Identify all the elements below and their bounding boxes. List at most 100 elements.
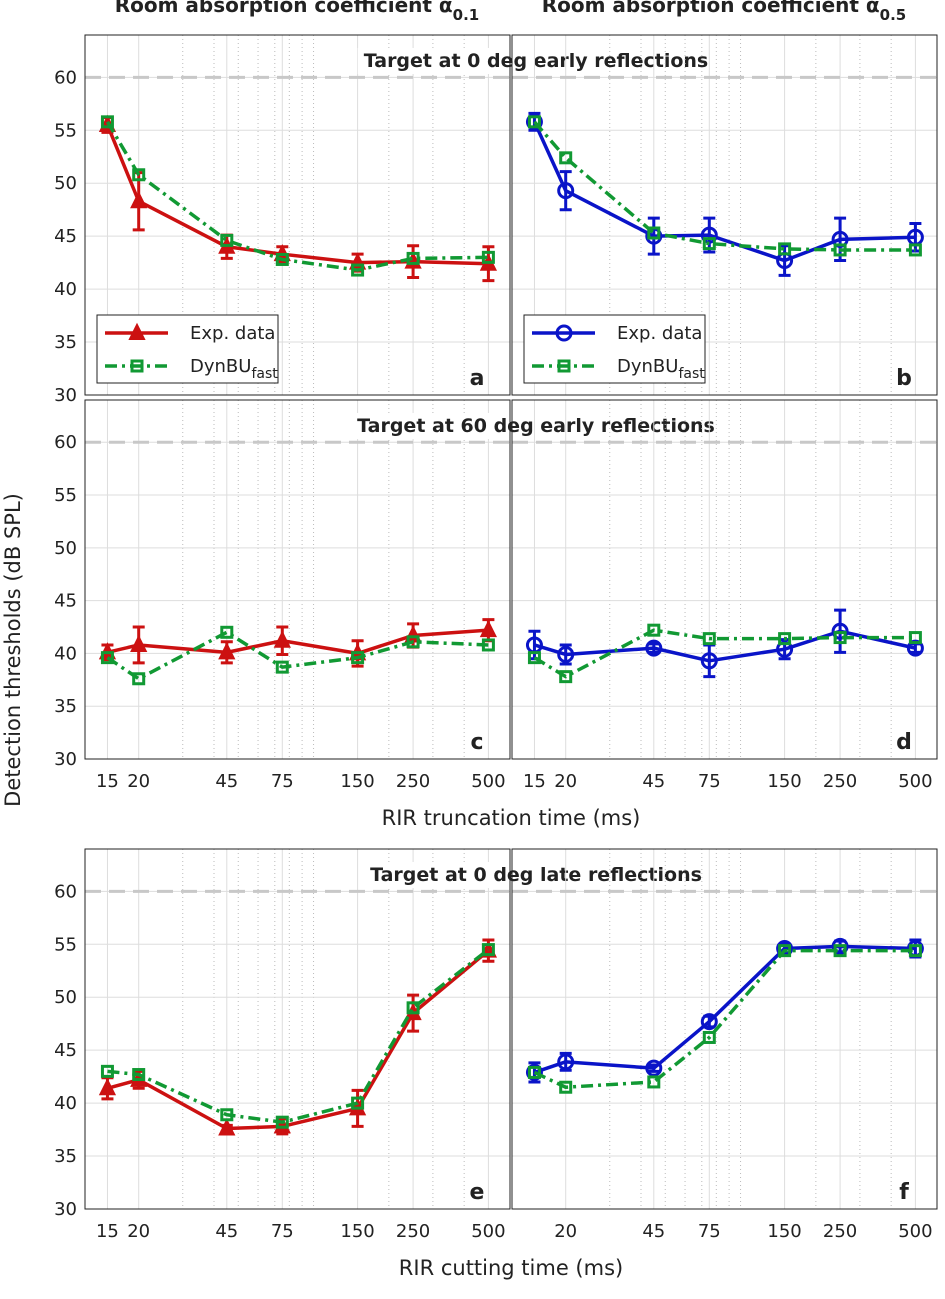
marker (559, 1080, 573, 1094)
y-tick-label: 45 (54, 1040, 77, 1061)
marker (555, 324, 573, 342)
y-tick-label: 55 (54, 934, 77, 955)
legend-name: Exp. data (190, 323, 275, 344)
legend-label: DynBUfast (190, 356, 278, 382)
marker (275, 1115, 289, 1129)
marker (132, 168, 146, 182)
panel-label: f (899, 1180, 909, 1205)
marker (702, 1030, 716, 1044)
x-tick-label: 500 (898, 1221, 932, 1242)
x-tick-label: 250 (823, 771, 857, 792)
marker (833, 944, 847, 958)
series-line (533, 120, 916, 252)
marker (831, 937, 849, 955)
x-tick-label: 20 (554, 771, 577, 792)
y-tick-label: 55 (54, 485, 77, 506)
marker (275, 252, 289, 266)
y-tick-label: 35 (54, 696, 77, 717)
marker (702, 632, 716, 646)
marker (220, 233, 234, 247)
x-tick-label: 150 (340, 1221, 374, 1242)
panel-title: Target at 0 deg early reflections (364, 50, 709, 72)
marker (481, 250, 495, 264)
marker (700, 652, 718, 670)
column-title-sub: 0.1 (453, 6, 480, 24)
x-tick-label: 15 (523, 771, 546, 792)
marker (778, 242, 792, 256)
x-tick-label: 150 (340, 771, 374, 792)
marker (778, 944, 792, 958)
marker (100, 651, 114, 665)
marker (645, 639, 663, 657)
axes-frame (511, 848, 938, 1210)
legend-label: DynBUfast (617, 356, 705, 382)
series-line (533, 944, 916, 1075)
marker (220, 1108, 234, 1122)
marker (130, 190, 148, 209)
title-background (364, 862, 708, 888)
marker (406, 251, 420, 265)
x-tick-label: 15 (96, 771, 119, 792)
legend-name: DynBU (617, 356, 678, 377)
axes-frame (84, 399, 511, 760)
y-tick-label: 55 (54, 120, 77, 141)
error-bar (703, 216, 716, 254)
panel-title: Target at 0 deg late reflections (370, 864, 702, 886)
x-tick-label: 45 (642, 1221, 665, 1242)
marker (908, 631, 922, 645)
marker (908, 944, 922, 958)
marker (647, 226, 661, 240)
x-tick-label: 20 (554, 1221, 577, 1242)
panel-label: e (470, 1180, 485, 1205)
y-tick-label: 30 (54, 749, 77, 770)
column-title-sub: 0.5 (880, 6, 907, 24)
y-tick-label: 40 (54, 1093, 77, 1114)
x-tick-label: 45 (215, 1221, 238, 1242)
panel-label: c (470, 730, 483, 755)
marker (100, 1064, 114, 1078)
marker (132, 1068, 146, 1082)
y-tick-label: 30 (54, 385, 77, 406)
marker (557, 1053, 575, 1071)
marker (702, 237, 716, 251)
y-tick-label: 60 (54, 881, 77, 902)
panel-label: d (896, 730, 912, 755)
legend-box (96, 314, 279, 384)
x-tick-label: 150 (767, 771, 801, 792)
y-tick-label: 30 (54, 1199, 77, 1220)
panel-label: b (896, 366, 912, 391)
marker (275, 660, 289, 674)
marker (833, 243, 847, 257)
y-tick-label: 50 (54, 538, 77, 559)
marker (831, 622, 849, 640)
marker (645, 1059, 663, 1077)
series-line (533, 628, 916, 679)
marker (130, 359, 144, 373)
x-tick-label: 45 (642, 771, 665, 792)
marker (130, 634, 148, 652)
x-tick-label: 20 (127, 1221, 150, 1242)
legend-label: Exp. data (617, 323, 702, 344)
y-tick-label: 40 (54, 279, 77, 300)
panel-title: Target at 60 deg early reflections (357, 415, 715, 437)
marker (527, 115, 541, 129)
column-title-text: Room absorption coefficient α (542, 0, 880, 17)
y-tick-label: 50 (54, 173, 77, 194)
marker (778, 632, 792, 646)
marker (220, 625, 234, 639)
series-line (532, 121, 916, 263)
x-tick-label: 150 (767, 1221, 801, 1242)
y-tick-label: 35 (54, 332, 77, 353)
series-line (533, 629, 916, 663)
x-tick-label: 500 (898, 771, 932, 792)
title-background (351, 413, 721, 439)
axes-frame (84, 34, 511, 396)
x-axis-label: RIR truncation time (ms) (382, 806, 641, 830)
series-line (533, 948, 916, 1089)
marker (527, 651, 541, 665)
axes-frame (84, 848, 511, 1210)
marker (351, 263, 365, 277)
marker (481, 638, 495, 652)
